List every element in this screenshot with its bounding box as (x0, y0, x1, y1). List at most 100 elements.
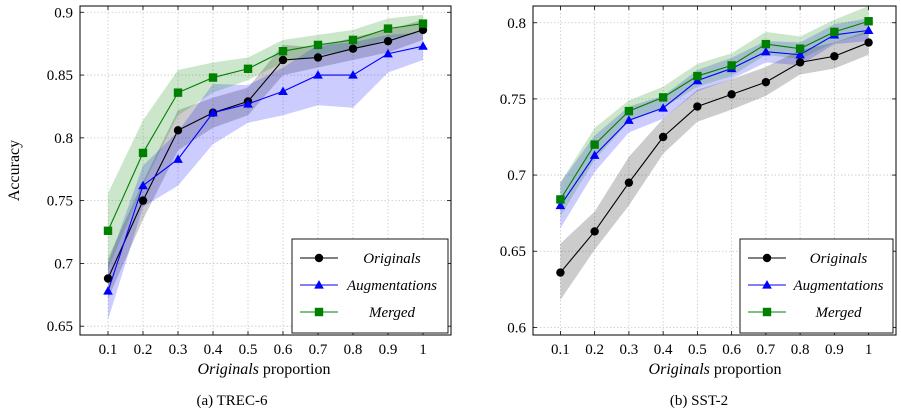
y-tick-label: 0.85 (47, 68, 73, 84)
x-tick-label: 0.5 (688, 342, 707, 358)
x-tick-label: 0.8 (791, 342, 810, 358)
legend-marker-augmentations (314, 280, 324, 289)
legend-marker-originals (314, 253, 324, 263)
y-tick-label: 0.6 (507, 320, 526, 336)
data-point-originals (313, 53, 323, 62)
series-band-augmentations (560, 18, 869, 229)
series-line-originals (107, 29, 424, 279)
legend-label: Merged (814, 305, 862, 321)
legend-label: Merged (368, 305, 416, 321)
series-line-merged (107, 23, 424, 232)
data-point-augmentations (795, 49, 805, 59)
y-tick-label: 0.8 (507, 16, 526, 32)
data-point-originals (138, 196, 148, 205)
chart-caption: (b) SST-2 (670, 393, 728, 409)
data-point-merged (761, 39, 771, 49)
data-point-augmentations (863, 25, 874, 34)
data-point-originals (278, 55, 288, 65)
data-point-merged (556, 195, 565, 204)
axes-frame (79, 5, 452, 336)
x-tick-label: 0.7 (756, 342, 775, 358)
x-tick-label: 1 (865, 342, 873, 358)
x-tick-label: 0.4 (204, 342, 223, 358)
y-tick-label: 0.65 (500, 244, 526, 260)
data-point-originals (795, 58, 805, 67)
x-axis-label: Originals proportion (649, 361, 782, 378)
chart-caption: (a) TREC-6 (197, 393, 268, 409)
data-point-merged (103, 226, 113, 235)
x-tick-label: 0.2 (585, 342, 604, 358)
x-tick-label: 0.1 (551, 342, 570, 358)
data-point-originals (830, 52, 839, 61)
series-line-merged (559, 20, 869, 200)
x-axis-label-rest: proportion (259, 361, 331, 378)
x-tick-label: 1 (419, 342, 427, 358)
data-point-originals (383, 36, 393, 46)
data-point-merged (658, 93, 668, 102)
data-point-originals (103, 274, 113, 283)
x-tick-label: 0.4 (654, 342, 673, 358)
series-band-merged (108, 14, 423, 270)
data-point-merged (830, 27, 839, 37)
data-point-merged (173, 88, 183, 97)
data-point-merged (383, 24, 393, 33)
x-tick-label: 0.7 (309, 342, 328, 358)
x-tick-label: 0.8 (344, 342, 363, 358)
y-tick-label: 0.65 (47, 319, 73, 335)
series-band-augmentations (108, 32, 423, 320)
chart-trec6: 0.1 0.2 0.3 0.4 0.5 0.6 0.7 0.8 0.9 1 0.65 0.7 0.75 0… (6, 5, 452, 409)
chart-sst2: 0.1 0.2 0.3 0.4 0.5 0.6 0.7 0.8 0.9 1 0.6 0.65 0.7 0.… (500, 5, 897, 409)
series-line-augmentations (559, 29, 869, 206)
x-tick-label: 0.1 (99, 342, 118, 358)
grid (533, 6, 896, 335)
data-point-augmentations (624, 115, 634, 124)
legend-marker-augmentations (762, 280, 772, 289)
data-point-merged (243, 64, 253, 73)
axes-frame (532, 5, 897, 336)
data-point-augmentations (278, 86, 288, 96)
data-point-merged (693, 71, 702, 81)
x-tick-label: 0.3 (620, 342, 639, 358)
data-point-originals (348, 44, 358, 53)
legend-label: Augmentations (346, 278, 437, 294)
data-point-merged (208, 73, 218, 82)
data-point-augmentations (589, 150, 600, 159)
data-point-originals (624, 178, 634, 187)
data-point-merged (624, 106, 634, 116)
data-point-merged (313, 40, 323, 50)
data-point-augmentations (103, 286, 113, 295)
x-axis-label-rest: proportion (710, 361, 782, 378)
y-axis-label: Accuracy (6, 140, 23, 201)
legend-marker-merged (762, 307, 772, 317)
y-tick-label: 0.7 (507, 168, 526, 184)
data-point-merged (590, 140, 599, 149)
data-point-originals (590, 227, 599, 236)
y-tick-label: 0.75 (47, 194, 73, 210)
data-point-augmentations (243, 99, 253, 108)
data-point-merged (795, 44, 805, 53)
data-point-merged (418, 19, 428, 28)
data-point-originals (761, 77, 771, 87)
x-tick-label: 0.6 (274, 342, 293, 358)
data-point-originals (173, 126, 183, 135)
data-point-originals (727, 90, 736, 99)
y-tick-label: 0.75 (500, 92, 526, 108)
data-point-augmentations (383, 48, 393, 58)
data-point-originals (658, 132, 668, 142)
data-point-augmentations (348, 70, 358, 79)
data-point-originals (556, 268, 565, 277)
data-point-originals (693, 102, 702, 111)
data-point-merged (864, 17, 873, 26)
x-axis-label-italic: Originals (198, 361, 259, 378)
x-tick-label: 0.9 (825, 342, 844, 358)
data-point-merged (348, 35, 358, 45)
x-axis-label: Originals proportion (198, 361, 331, 378)
series-band-originals (108, 19, 423, 299)
data-point-merged (727, 61, 736, 70)
legend-label: Originals (363, 251, 421, 267)
legend-marker-originals (762, 253, 772, 263)
data-point-originals (864, 38, 873, 47)
y-tick-label: 0.9 (54, 5, 73, 21)
legend: Originals Augmentations Merged (291, 238, 449, 334)
